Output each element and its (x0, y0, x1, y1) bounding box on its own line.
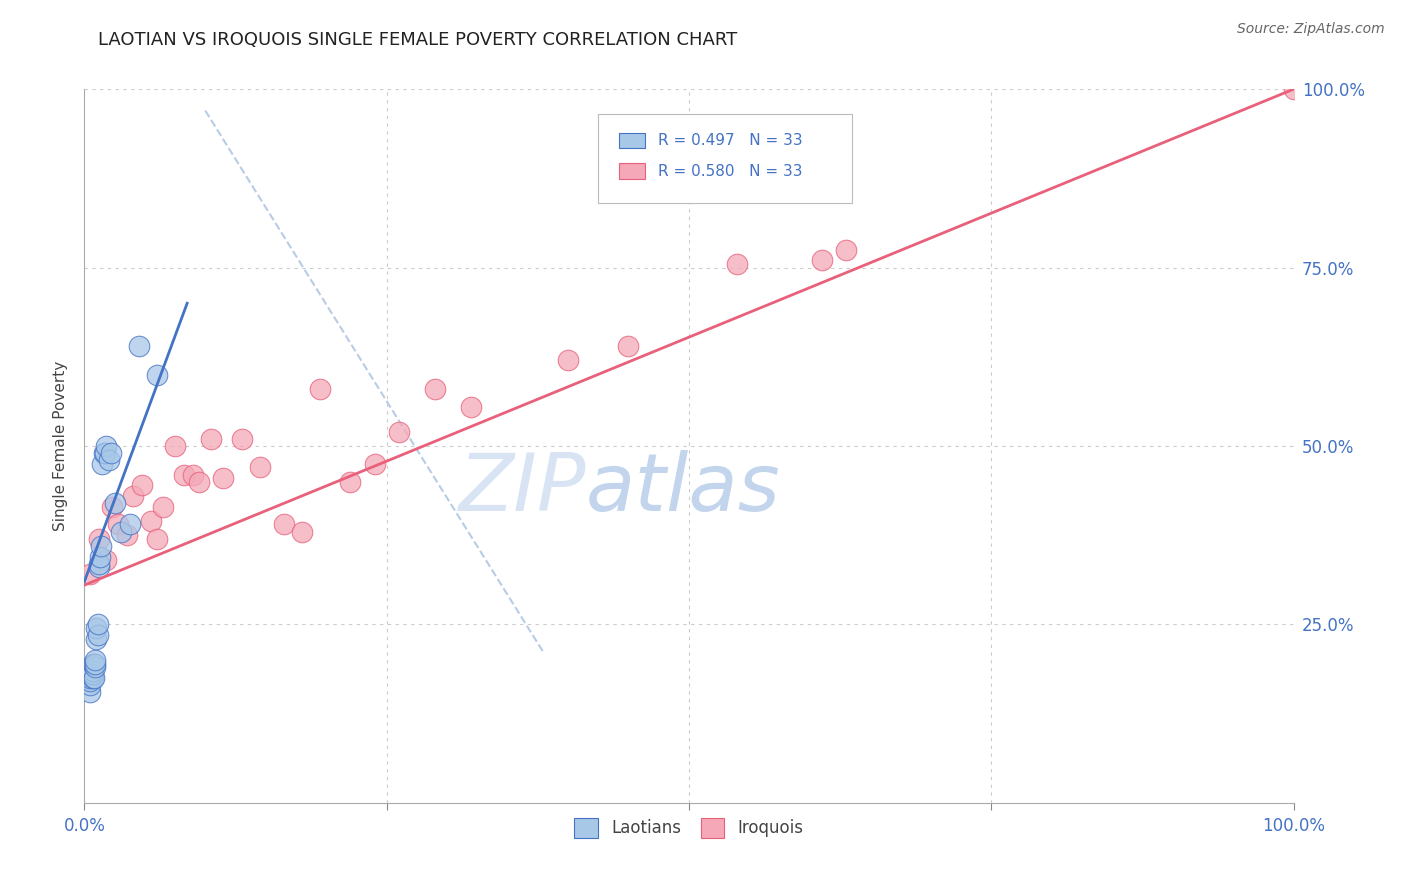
Point (93, 446, 115, 460)
Point (90, 539, 112, 553)
Point (131, 478, 153, 492)
Point (104, 496, 127, 510)
Text: Source: ZipAtlas.com: Source: ZipAtlas.com (1237, 22, 1385, 37)
Point (120, 517, 142, 532)
Point (79, 671, 101, 685)
Point (1282, 82, 1305, 96)
Y-axis label: Single Female Poverty: Single Female Poverty (53, 361, 69, 531)
Point (423, 382, 446, 396)
Point (87, 532, 110, 546)
Point (363, 457, 385, 471)
Point (86, 617, 108, 632)
Point (152, 500, 174, 514)
Point (82, 667, 104, 681)
Point (107, 517, 129, 532)
Point (339, 475, 361, 489)
Point (97, 453, 120, 467)
FancyBboxPatch shape (619, 163, 645, 179)
Point (811, 253, 834, 268)
Text: atlas: atlas (586, 450, 780, 528)
Point (200, 432, 222, 446)
Point (110, 524, 132, 539)
Point (87, 557, 110, 571)
Text: R = 0.497   N = 33: R = 0.497 N = 33 (658, 133, 803, 148)
Point (188, 475, 211, 489)
Point (273, 517, 295, 532)
Point (79, 667, 101, 681)
Legend: Laotians, Iroquois: Laotians, Iroquois (567, 810, 811, 846)
Point (79, 567, 101, 582)
FancyBboxPatch shape (599, 114, 852, 203)
Point (249, 460, 271, 475)
Point (91, 457, 114, 471)
Point (83, 671, 105, 685)
Point (94, 553, 117, 567)
Point (115, 528, 138, 542)
Point (725, 257, 748, 271)
FancyBboxPatch shape (619, 133, 645, 148)
Point (212, 471, 235, 485)
Point (231, 432, 253, 446)
Point (835, 243, 858, 257)
Point (84, 653, 107, 667)
Point (84, 660, 107, 674)
Text: R = 0.580   N = 33: R = 0.580 N = 33 (658, 164, 801, 178)
Text: ZIP: ZIP (458, 450, 586, 528)
Point (94, 439, 117, 453)
Text: LAOTIAN VS IROQUOIS SINGLE FEMALE POVERTY CORRELATION CHART: LAOTIAN VS IROQUOIS SINGLE FEMALE POVERT… (98, 31, 738, 49)
Point (128, 339, 150, 353)
Point (94, 446, 117, 460)
Point (165, 439, 187, 453)
Point (86, 621, 108, 635)
Point (309, 382, 332, 396)
Point (121, 489, 143, 503)
Point (557, 353, 579, 368)
Point (83, 657, 105, 671)
Point (139, 514, 162, 528)
Point (79, 674, 101, 689)
Point (84, 657, 107, 671)
Point (86, 628, 108, 642)
Point (86, 632, 108, 646)
Point (82, 657, 104, 671)
Point (181, 467, 204, 482)
Point (79, 678, 101, 692)
Point (100, 446, 122, 460)
Point (82, 671, 104, 685)
Point (89, 549, 111, 564)
Point (460, 400, 482, 414)
Point (82, 664, 104, 678)
Point (101, 500, 124, 514)
Point (291, 524, 314, 539)
Point (388, 425, 411, 439)
Point (173, 467, 195, 482)
Point (79, 685, 101, 699)
Point (617, 339, 640, 353)
Point (146, 532, 169, 546)
Point (87, 560, 110, 574)
Point (146, 368, 169, 382)
